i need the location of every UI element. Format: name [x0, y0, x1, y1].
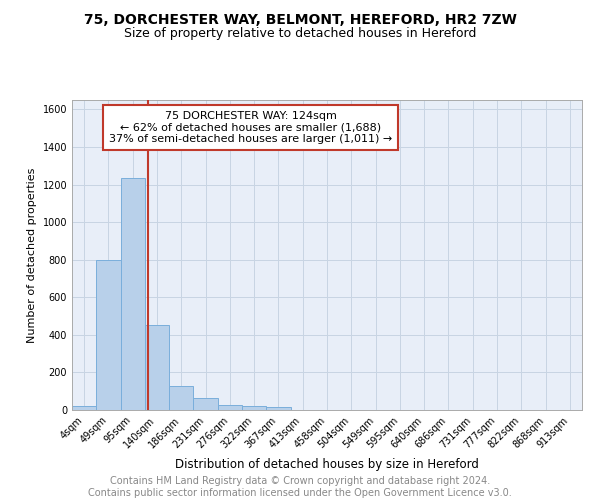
Bar — [121, 178, 145, 410]
Text: 75, DORCHESTER WAY, BELMONT, HEREFORD, HR2 7ZW: 75, DORCHESTER WAY, BELMONT, HEREFORD, H… — [83, 12, 517, 26]
Bar — [218, 406, 242, 410]
Bar — [145, 326, 169, 410]
Bar — [96, 260, 121, 410]
Text: Contains HM Land Registry data © Crown copyright and database right 2024.
Contai: Contains HM Land Registry data © Crown c… — [88, 476, 512, 498]
Bar — [72, 406, 96, 410]
Bar — [193, 398, 218, 410]
Text: Size of property relative to detached houses in Hereford: Size of property relative to detached ho… — [124, 28, 476, 40]
Y-axis label: Number of detached properties: Number of detached properties — [27, 168, 37, 342]
Text: 75 DORCHESTER WAY: 124sqm
← 62% of detached houses are smaller (1,688)
37% of se: 75 DORCHESTER WAY: 124sqm ← 62% of detac… — [109, 111, 392, 144]
Bar — [266, 407, 290, 410]
X-axis label: Distribution of detached houses by size in Hereford: Distribution of detached houses by size … — [175, 458, 479, 471]
Bar — [242, 406, 266, 410]
Bar — [169, 386, 193, 410]
